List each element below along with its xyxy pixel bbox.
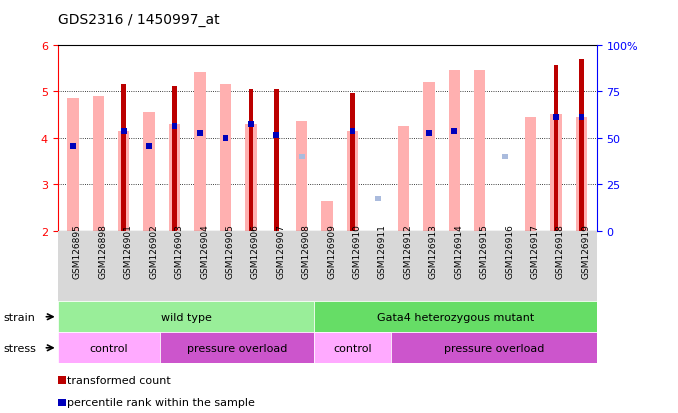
Bar <box>172 87 177 231</box>
Text: transformed count: transformed count <box>67 375 171 385</box>
Bar <box>169 124 180 231</box>
Bar <box>398 127 409 231</box>
Text: percentile rank within the sample: percentile rank within the sample <box>67 397 256 407</box>
Bar <box>274 90 279 231</box>
Text: wild type: wild type <box>161 312 212 322</box>
Bar <box>121 85 126 231</box>
Bar <box>449 71 460 231</box>
Bar <box>70 144 76 150</box>
Text: control: control <box>89 343 128 353</box>
Bar <box>58 332 160 363</box>
Bar <box>248 121 254 128</box>
Bar <box>391 332 597 363</box>
Bar <box>93 97 104 231</box>
Text: GDS2316 / 1450997_at: GDS2316 / 1450997_at <box>58 13 219 27</box>
Bar <box>502 154 508 159</box>
Bar <box>315 301 597 332</box>
Bar <box>351 94 355 231</box>
Text: pressure overload: pressure overload <box>444 343 544 353</box>
Bar <box>452 128 457 134</box>
Bar <box>245 124 256 231</box>
Text: strain: strain <box>3 312 35 322</box>
Bar <box>350 128 355 134</box>
Bar <box>525 117 536 231</box>
Bar <box>146 144 152 150</box>
Bar <box>553 114 559 121</box>
Text: pressure overload: pressure overload <box>187 343 287 353</box>
Bar <box>222 135 228 141</box>
Bar <box>551 115 561 231</box>
Bar <box>554 66 558 231</box>
Bar <box>296 122 307 231</box>
Text: stress: stress <box>3 343 36 353</box>
Bar <box>576 117 587 231</box>
Bar <box>375 197 381 201</box>
Bar <box>474 71 485 231</box>
Bar <box>273 133 279 139</box>
Bar <box>160 332 315 363</box>
Bar <box>249 90 253 231</box>
Bar <box>197 131 203 137</box>
Bar <box>118 131 129 231</box>
Bar <box>121 128 127 134</box>
Bar <box>220 85 231 231</box>
Bar <box>321 201 333 231</box>
Bar <box>579 59 584 231</box>
Bar <box>67 99 79 231</box>
Bar <box>172 124 178 130</box>
Bar <box>144 113 155 231</box>
Bar <box>58 301 315 332</box>
Bar <box>426 131 432 137</box>
Bar <box>347 131 358 231</box>
Bar <box>315 332 391 363</box>
Bar <box>299 154 304 159</box>
Bar <box>578 114 584 121</box>
Text: control: control <box>334 343 372 353</box>
Text: Gata4 heterozygous mutant: Gata4 heterozygous mutant <box>377 312 534 322</box>
Bar <box>195 73 205 231</box>
Bar <box>423 83 435 231</box>
